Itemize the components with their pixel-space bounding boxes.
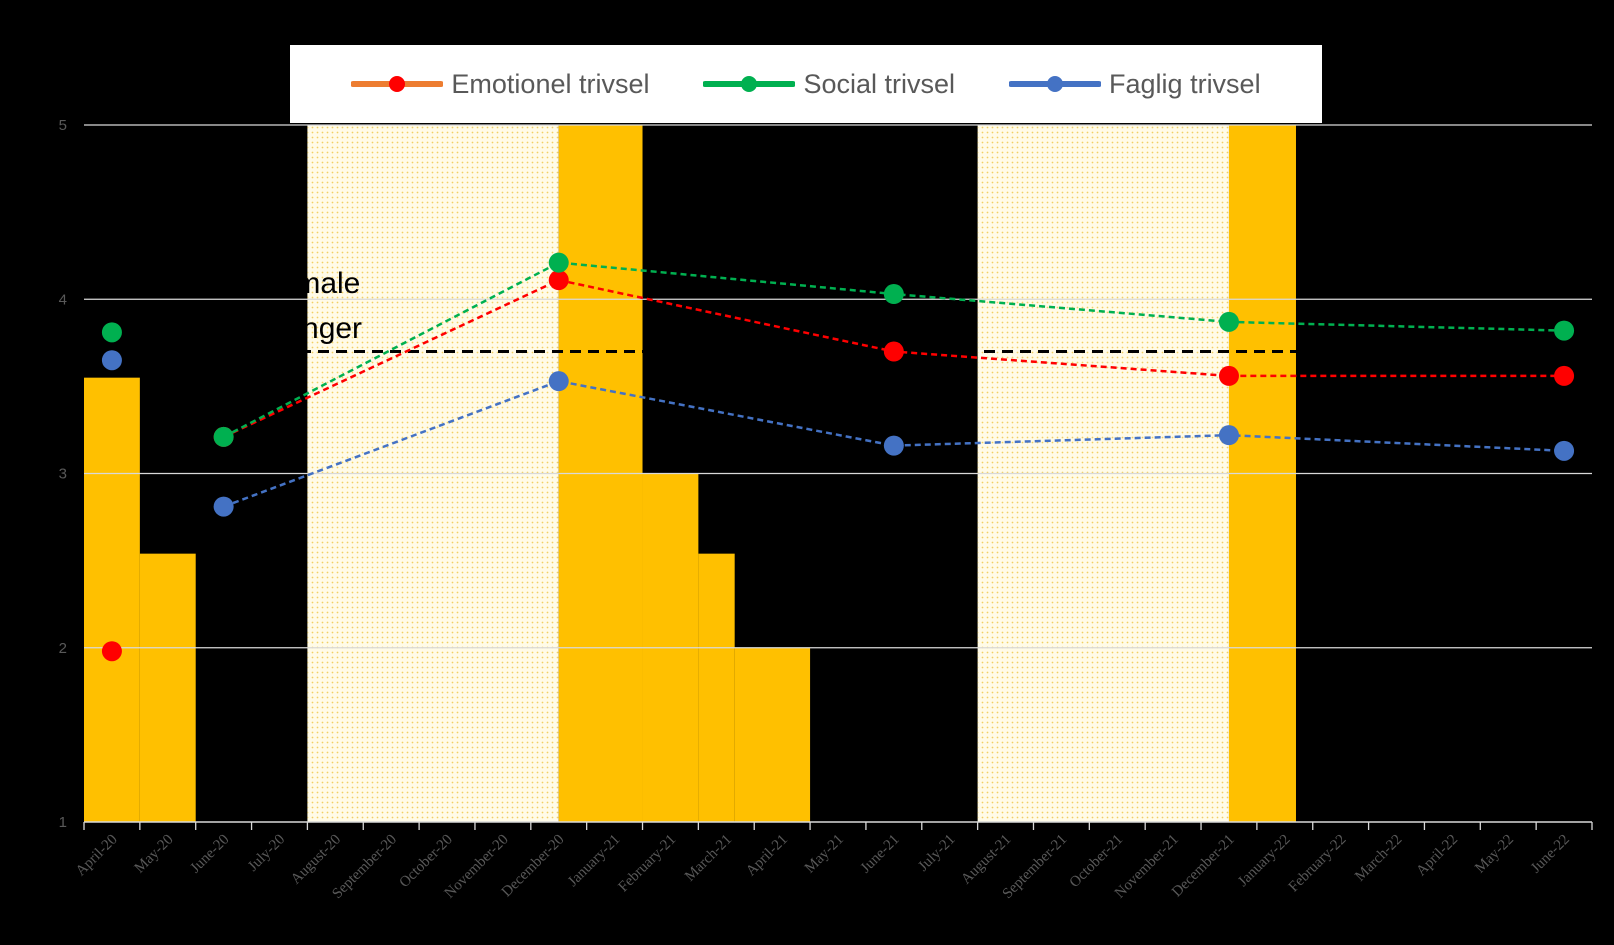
point-social-0 [101,322,122,343]
point-emotionel-0 [101,641,122,662]
point-emotionel-2 [548,270,569,291]
y-tick-label-5: 5 [59,117,67,134]
x-tick-label-23: March-22 [1352,832,1405,885]
x-tick-label-26: June-22 [1528,832,1573,877]
point-emotionel-4 [1218,365,1239,386]
reference-label-line-1: målinger [247,312,362,345]
x-tick-label-2: June-20 [188,832,233,877]
legend-item-faglig: Faglig trivsel [1009,69,1261,100]
lockdown-bar-1 [139,553,196,822]
x-tick-label-15: July-21 [915,832,958,875]
legend-swatch-faglig [1009,76,1102,92]
x-tick-label-12: April-21 [743,832,791,880]
x-tick-label-25: May-22 [1472,832,1517,877]
legend-label-emotionel: Emotionel trivsel [451,68,650,99]
x-tick-label-18: October-21 [1067,832,1126,891]
point-emotionel-5 [1554,365,1575,386]
x-tick-label-9: January-21 [565,832,623,890]
y-tick-label-3: 3 [59,466,67,483]
reference-label: Normale målinger [247,267,362,345]
point-faglig-5 [1554,440,1575,461]
x-tick-label-3: July-20 [245,832,288,875]
point-social-5 [1554,320,1575,341]
x-tick-label-14: June-21 [858,832,903,877]
x-tick-label-22: February-22 [1286,832,1350,896]
y-tick-label-1: 1 [59,814,67,831]
legend-swatch-emotionel [351,76,444,92]
reference-label-line-0: Normale [247,267,360,300]
x-tick-label-24: April-22 [1413,832,1461,880]
point-faglig-3 [883,435,904,456]
point-social-3 [883,284,904,305]
point-emotionel-3 [883,341,904,362]
point-social-1 [213,426,234,447]
legend-label-social: Social trivsel [803,68,956,99]
point-social-2 [548,252,569,273]
legend-item-emotionel: Emotionel trivsel [351,69,649,100]
x-tick-label-1: May-20 [132,832,177,877]
lockdown-bar-0 [84,377,140,822]
point-faglig-1 [213,496,234,517]
x-tick-label-6: October-20 [396,832,455,891]
x-tick-label-0: April-20 [73,832,121,880]
legend-item-social: Social trivsel [703,69,955,100]
point-faglig-4 [1218,425,1239,446]
x-tick-label-11: March-21 [682,832,735,885]
point-faglig-0 [101,350,122,371]
x-tick-label-4: August-20 [288,832,344,888]
x-tick-label-21: January-22 [1235,832,1293,890]
legend-swatch-social [703,76,796,92]
x-tick-label-13: May-21 [802,832,847,877]
lockdown-bar-4 [698,553,735,822]
y-tick-label-4: 4 [59,291,67,308]
point-faglig-2 [548,371,569,392]
x-tick-label-16: August-21 [958,832,1014,888]
legend-label-faglig: Faglig trivsel [1109,68,1261,99]
y-tick-label-2: 2 [59,640,67,657]
x-tick-label-10: February-21 [616,832,680,896]
point-social-4 [1218,311,1239,332]
legend: Emotionel trivsel Social trivsel Faglig … [290,45,1322,123]
lockdown-bar-5 [734,647,811,822]
